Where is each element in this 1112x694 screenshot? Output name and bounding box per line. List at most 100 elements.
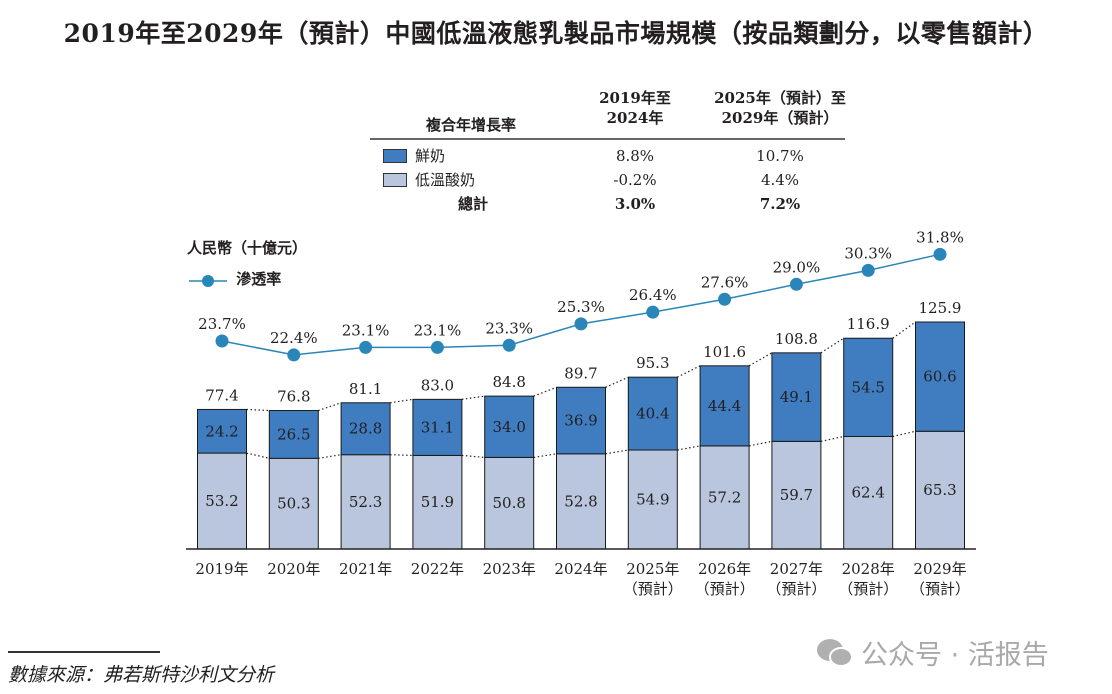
label-yogurt: 52.3	[349, 493, 382, 511]
row-value: 8.8%	[615, 147, 655, 165]
x-tick-label: （預計）	[766, 580, 826, 598]
x-tick-label: （預計）	[910, 580, 970, 598]
bar-fresh-milk	[484, 395, 535, 458]
penetration-point	[861, 263, 875, 277]
line-legend: 滲透率	[187, 268, 281, 289]
cagr-col2-header: 2025年（預計）至 2029年（預計）	[695, 88, 865, 128]
label-total: 81.1	[349, 380, 382, 398]
connector-total	[892, 321, 916, 339]
penetration-point	[502, 338, 516, 352]
penetration-label: 30.3%	[844, 244, 892, 262]
penetration-label: 29.0%	[773, 258, 821, 276]
label-fresh-milk: 44.4	[708, 397, 741, 415]
penetration-label: 27.6%	[701, 273, 749, 291]
source-note: 數據來源：弗若斯特沙利文分析	[8, 664, 275, 686]
label-total: 101.6	[703, 343, 746, 361]
x-tick-label: 2025年	[626, 560, 679, 578]
label-total: 108.8	[775, 330, 818, 348]
line-legend-label: 滲透率	[236, 270, 282, 288]
bar-fresh-milk	[627, 376, 678, 451]
row-value: -0.2%	[613, 171, 657, 189]
penetration-point	[574, 317, 588, 331]
bar-fresh-milk	[699, 365, 750, 447]
penetration-point	[933, 247, 947, 261]
label-total: 77.4	[205, 386, 238, 404]
bar-fresh-milk	[915, 321, 965, 432]
label-fresh-milk: 40.4	[636, 405, 669, 423]
row-value: 4.4%	[760, 171, 800, 189]
connector-yogurt	[892, 430, 916, 438]
cagr-header-label: 複合年增長率	[426, 116, 517, 134]
connector-total	[390, 398, 413, 404]
connector-yogurt	[677, 445, 701, 451]
watermark: 公众号 · 活报告	[815, 633, 1049, 672]
label-yogurt: 50.8	[492, 494, 525, 512]
label-fresh-milk: 26.5	[277, 425, 310, 443]
bar-fresh-milk	[412, 398, 463, 456]
x-tick-label: 2021年	[339, 560, 392, 578]
label-yogurt: 53.2	[205, 492, 238, 510]
connector-yogurt	[748, 440, 773, 447]
row-value: 10.7%	[756, 147, 804, 165]
label-fresh-milk: 36.9	[564, 412, 597, 430]
bar-fresh-milk	[197, 408, 247, 454]
bar-yogurt	[556, 453, 606, 550]
connector-yogurt	[246, 452, 270, 459]
x-tick-label: 2022年	[411, 560, 464, 578]
bar-yogurt	[843, 435, 894, 550]
row-value: 3.0%	[614, 195, 656, 213]
bar-yogurt	[484, 456, 535, 550]
label-total: 83.0	[421, 376, 454, 394]
cagr-row-fresh-milk: 鮮奶 8.8% 10.7%	[370, 143, 845, 167]
cagr-row-yogurt: 低溫酸奶 -0.2% 4.4%	[370, 167, 845, 191]
penetration-point	[646, 305, 660, 319]
connector-total	[677, 365, 701, 378]
penetration-label: 23.1%	[414, 321, 462, 339]
penetration-point	[718, 292, 732, 306]
cagr-col1-header: 2019年至 2024年	[575, 88, 695, 128]
x-tick-label: 2029年	[913, 560, 966, 578]
label-yogurt: 59.7	[780, 486, 813, 504]
connector-yogurt	[461, 454, 485, 459]
label-yogurt: 62.4	[851, 484, 884, 502]
penetration-label: 23.1%	[342, 321, 390, 339]
penetration-point	[215, 334, 229, 348]
x-tick-label: （預計）	[623, 580, 683, 598]
connector-total	[533, 386, 557, 397]
connector-total	[605, 376, 629, 388]
penetration-point	[287, 348, 301, 362]
connector-yogurt	[820, 435, 844, 442]
bar-fresh-milk	[843, 337, 894, 437]
bar-fresh-milk	[771, 352, 822, 442]
penetration-label: 23.3%	[485, 319, 533, 337]
x-tick-label: 2026年	[698, 560, 751, 578]
bar-fresh-milk	[340, 402, 391, 456]
cagr-row-total: 總計 3.0% 7.2%	[370, 191, 845, 215]
row-value: 7.2%	[759, 195, 801, 213]
bar-fresh-milk	[556, 386, 606, 455]
connector-total	[461, 395, 485, 400]
label-total: 89.7	[564, 364, 597, 382]
connector-yogurt	[533, 453, 557, 459]
connector-total	[748, 352, 773, 367]
label-total: 116.9	[847, 315, 890, 333]
x-tick-label: 2027年	[770, 560, 823, 578]
source-divider	[8, 651, 160, 653]
penetration-point	[789, 277, 803, 291]
penetration-label: 25.3%	[557, 298, 605, 316]
penetration-label: 31.8%	[916, 228, 964, 246]
x-tick-label: （預計）	[838, 580, 898, 598]
connector-total	[820, 337, 845, 354]
penetration-label: 22.4%	[270, 329, 318, 347]
label-fresh-milk: 24.2	[205, 422, 238, 440]
label-fresh-milk: 49.1	[780, 388, 813, 406]
x-tick-label: 2020年	[267, 560, 320, 578]
row-name: 低溫酸奶	[415, 171, 476, 189]
wechat-icon	[817, 638, 853, 667]
label-yogurt: 52.8	[564, 492, 597, 510]
x-tick-label: 2028年	[842, 560, 895, 578]
label-total: 125.9	[919, 299, 962, 317]
label-fresh-milk: 28.8	[349, 420, 382, 438]
bar-yogurt	[771, 440, 822, 550]
